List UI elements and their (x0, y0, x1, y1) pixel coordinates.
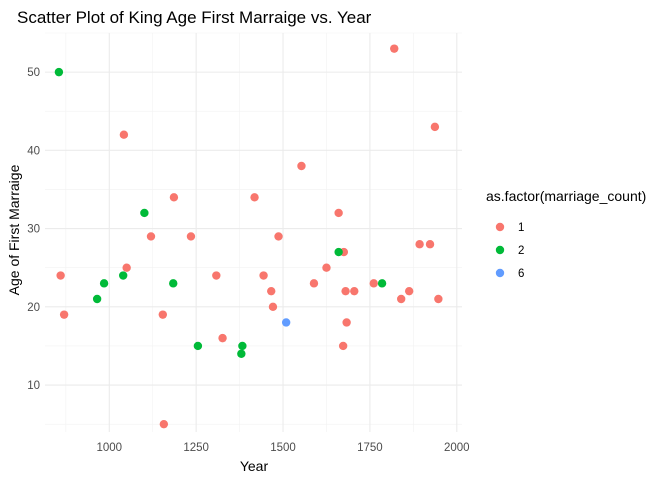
data-point-1 (350, 286, 359, 296)
data-point-1 (342, 318, 351, 327)
data-point-1 (415, 240, 424, 249)
legend-label-1: 1 (518, 222, 524, 234)
data-point-1 (122, 263, 131, 272)
legend-label-2: 2 (518, 245, 524, 257)
data-point-2 (54, 67, 64, 77)
y-tick-label: 50 (27, 67, 40, 79)
data-point-1 (297, 161, 306, 171)
data-point-1 (322, 263, 331, 272)
y-axis-title: Age of First Marraige (6, 164, 22, 295)
data-point-1 (404, 286, 414, 296)
data-point-2 (99, 279, 109, 288)
data-point-2 (377, 279, 387, 288)
data-point-1 (218, 333, 227, 343)
y-tick-label: 40 (27, 145, 40, 157)
data-point-1 (267, 286, 276, 296)
data-point-1 (186, 232, 196, 241)
legend-key-1 (495, 222, 505, 232)
data-points (54, 44, 443, 429)
data-point-1 (309, 279, 319, 288)
x-tick-label: 2000 (444, 442, 470, 454)
data-point-1 (434, 294, 443, 304)
chart-title: Scatter Plot of King Age First Marraige … (17, 8, 372, 27)
y-tick-label: 20 (27, 302, 40, 314)
data-point-1 (430, 122, 440, 132)
data-point-1 (334, 208, 343, 218)
data-point-1 (56, 271, 65, 280)
data-point-1 (212, 271, 221, 280)
data-point-2 (118, 271, 128, 280)
tick-labels: 1000 1250 1500 1750 2000 10 20 30 40 50 (27, 67, 469, 454)
data-point-1 (169, 193, 179, 202)
legend-label-6: 6 (518, 268, 524, 280)
data-point-1 (396, 294, 406, 304)
data-point-1 (338, 341, 348, 351)
legend-key-6 (495, 268, 505, 278)
data-point-1 (119, 130, 129, 139)
data-point-2 (140, 208, 149, 218)
data-point-2 (193, 341, 203, 351)
x-axis-title: Year (240, 458, 269, 474)
data-point-1 (146, 232, 156, 241)
data-point-1 (250, 193, 259, 202)
data-point-1 (259, 271, 268, 280)
data-point-1 (390, 44, 399, 53)
data-point-2 (238, 341, 247, 351)
data-point-1 (341, 286, 350, 296)
data-point-1 (425, 240, 435, 249)
y-tick-label: 10 (27, 380, 40, 392)
data-point-1 (159, 419, 169, 429)
data-point-1 (158, 310, 168, 319)
data-point-1 (268, 302, 278, 312)
data-point-1 (369, 279, 378, 288)
data-point-1 (59, 310, 69, 319)
data-point-1 (274, 232, 283, 241)
data-point-2 (237, 349, 246, 358)
x-tick-label: 1750 (357, 442, 383, 454)
y-tick-label: 30 (27, 224, 40, 236)
legend-title: as.factor(marriage_count) (486, 188, 646, 204)
x-tick-label: 1250 (183, 442, 209, 454)
data-point-2 (92, 294, 102, 304)
data-point-6 (281, 318, 291, 327)
x-tick-label: 1000 (96, 442, 122, 454)
data-point-2 (169, 279, 178, 288)
legend-key-2 (495, 245, 505, 255)
data-point-2 (334, 247, 343, 257)
legend: as.factor(marriage_count) 1 2 6 (486, 188, 646, 280)
grid (45, 32, 462, 432)
x-tick-label: 1500 (270, 442, 296, 454)
